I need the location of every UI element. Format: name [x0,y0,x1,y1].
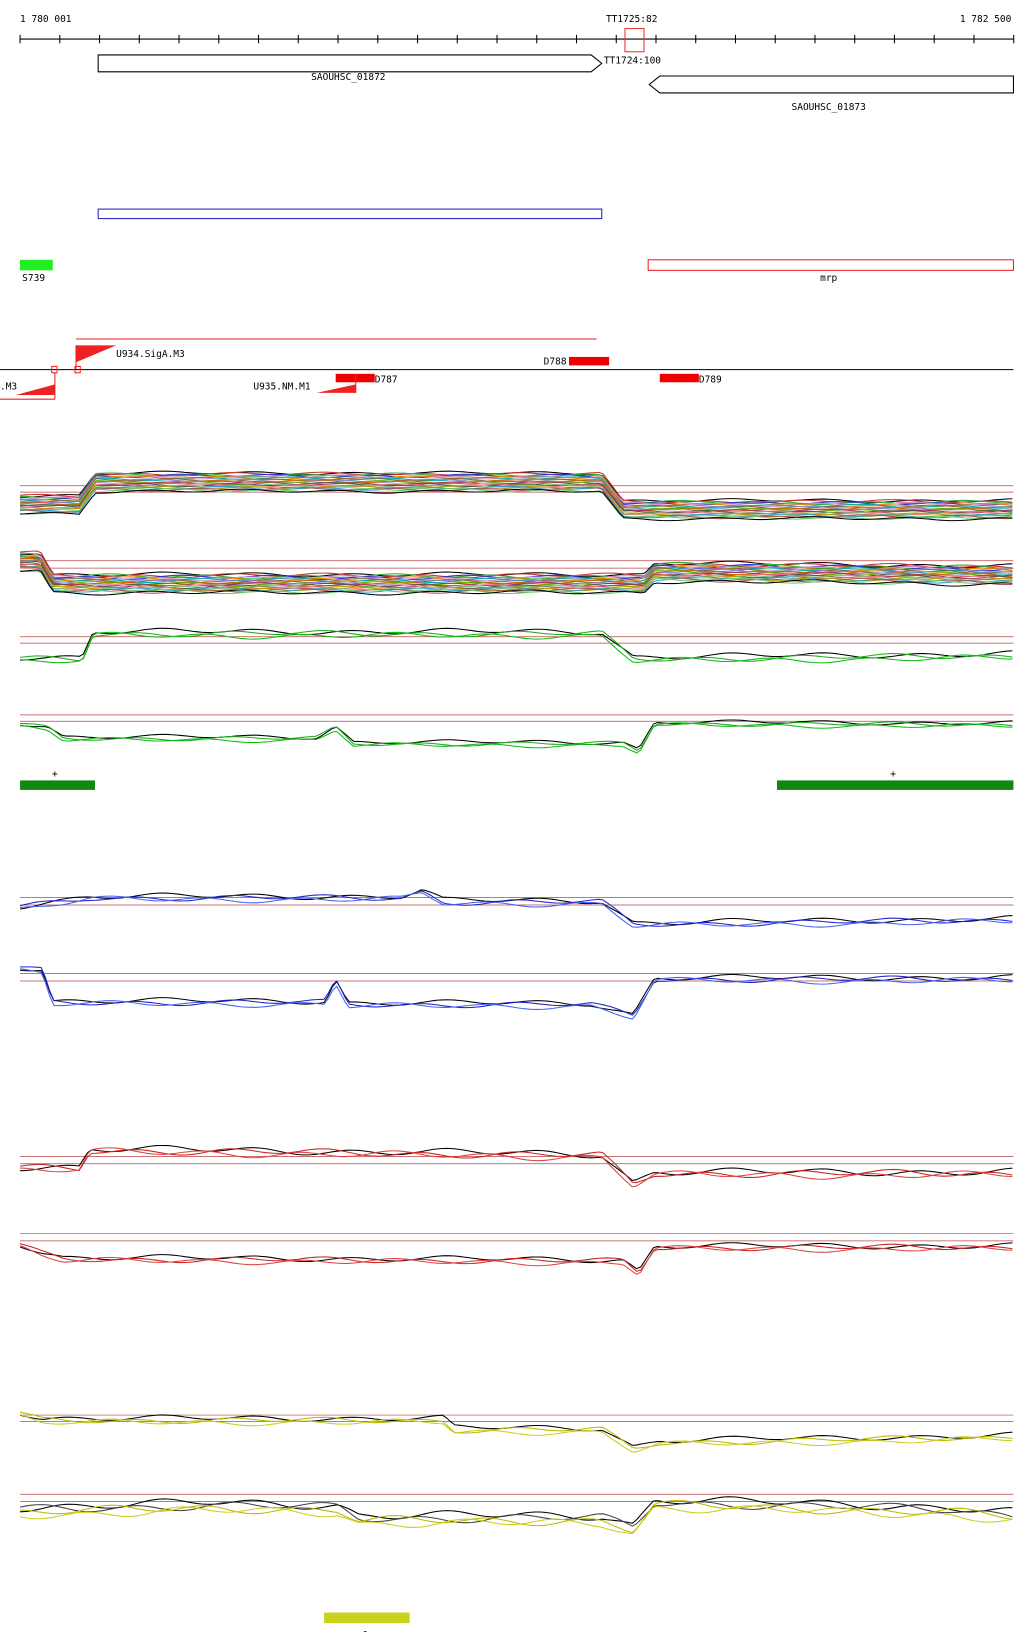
segment [335,373,375,383]
ruler-marker: TT1725:82 [606,14,657,25]
expression-line [20,481,1013,514]
promoter-label: .M3 [0,382,17,393]
expression-line [19,1148,1013,1184]
expression-line [19,889,1013,926]
marker [74,365,81,374]
expression-line [20,550,1013,579]
expression-line [19,890,1013,927]
expression-line [20,966,1013,1016]
ruler-start: 1 780 001 [20,14,72,25]
gene-arrow [648,75,1014,94]
terminator-box [624,27,645,53]
expression-line [20,487,1013,520]
expression-line [20,569,1013,596]
expression-line [20,559,1013,585]
expression-line [20,570,1013,595]
expression-line [19,1505,1013,1535]
segment-label: D788 [544,356,567,367]
segment [569,356,610,366]
feature-box [97,208,603,220]
expression-line [20,631,1013,664]
strand-mark: - [362,1627,368,1638]
promoter-flag [76,345,117,363]
expression-line [20,552,1013,580]
expression-line [20,563,1013,588]
strand-bar [776,780,1014,790]
expression-line [19,1244,1013,1275]
expression-line [20,969,1013,1014]
expression-line [19,722,1013,754]
promoter-label: U934.SigA.M3 [116,349,185,360]
feature-label: mrp [820,273,837,284]
strand-mark: + [52,769,58,780]
expression-line [19,1414,1013,1453]
promoter-label: U935.NM.M1 [253,382,310,393]
expression-line [20,488,1013,522]
expression-line [20,483,1013,516]
feature-box [20,259,53,271]
strand-bar [324,1612,410,1624]
strand-mark: + [890,769,896,780]
promoter-flag [316,384,356,393]
expression-line [20,1144,1013,1181]
expression-line [20,627,1013,661]
segment-label: D787 [375,374,398,385]
feature-box [647,259,1014,271]
expression-line [20,555,1013,583]
expression-tracks [19,470,1014,1535]
expression-line [20,1147,1013,1188]
expression-line [20,563,1013,590]
expression-line [20,721,1013,751]
expression-line [19,1411,1013,1449]
gene-label: SAOUHSC_01872 [311,72,385,83]
promoter-flag [15,384,55,395]
terminator-label: TT1724:100 [604,55,661,66]
segment [659,373,699,383]
expression-line [19,968,1013,1020]
gene-arrow [97,54,603,73]
ruler-end: 1 782 500 [960,14,1012,25]
segment-label: D789 [699,374,722,385]
strand-bar [20,780,96,790]
expression-line [20,1499,1013,1534]
ruler-ticks [19,34,1015,44]
expression-line [19,630,1013,662]
expression-line [19,1243,1013,1272]
expression-line [20,892,1013,928]
feature-label: S739 [22,273,45,284]
gene-label: SAOUHSC_01873 [792,102,866,113]
